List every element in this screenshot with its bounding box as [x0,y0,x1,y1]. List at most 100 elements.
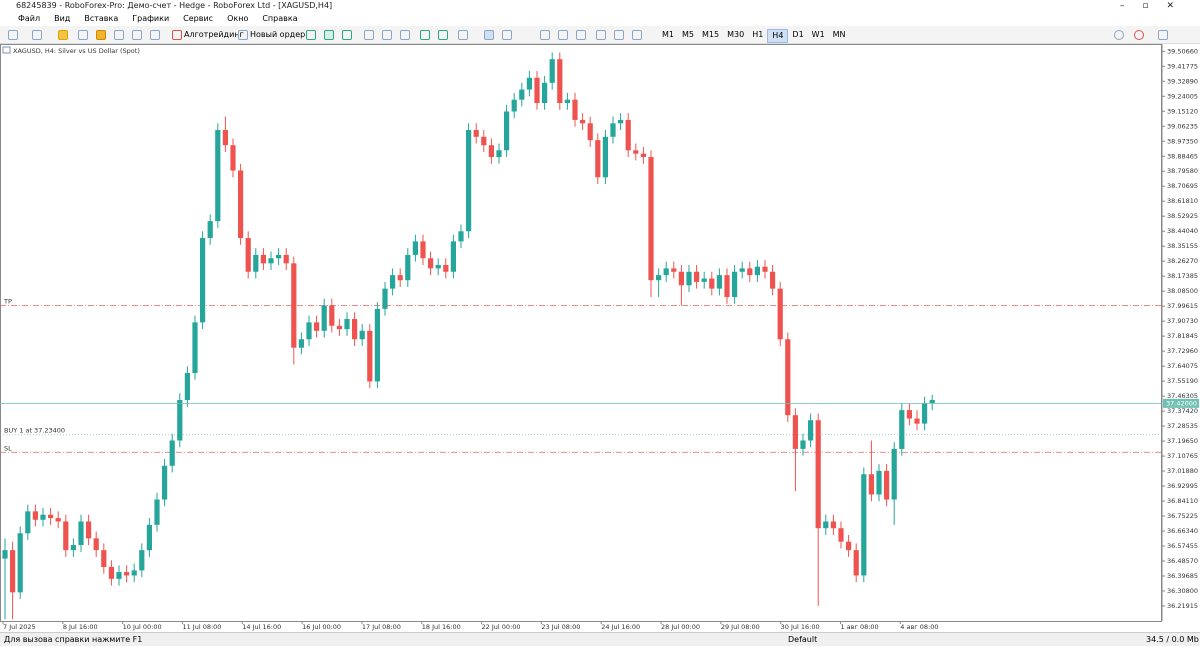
tool-icon[interactable] [558,30,568,40]
timeframe-button[interactable]: MN [832,30,846,39]
chart: XAGUSD, H4: Silver vs US Dollar (Spot) 3… [0,44,1199,631]
menu-item[interactable]: Вид [54,14,71,23]
candle-body [443,265,449,272]
tool-icon[interactable] [438,30,448,40]
tool-icon[interactable] [576,30,586,40]
candle-body [397,275,403,281]
tool-icon[interactable] [632,30,642,40]
tool-icon[interactable] [420,30,430,40]
menu-item[interactable]: Сервис [183,14,214,23]
candle-body [671,268,677,272]
x-tick-label: 7 Jul 2025 [3,623,36,631]
window-controls[interactable]: –▫✕ [1119,1,1192,11]
x-tick-label: 8 Jul 16:00 [63,623,98,631]
tool-icon[interactable] [596,30,606,40]
algo-icon[interactable] [172,30,182,40]
timeframe-button[interactable]: H1 [752,30,764,39]
tool-icon[interactable] [32,30,42,40]
tool-icon[interactable] [382,30,392,40]
algo-button[interactable]: Алготрейдинг [184,30,244,39]
candle-body [876,470,882,495]
search-icon[interactable] [1114,30,1124,40]
order-icon[interactable] [238,30,248,40]
tool-icon[interactable] [8,30,18,40]
candle-body [580,119,586,124]
tool-icon[interactable] [306,30,316,40]
candle-body [868,474,874,495]
tool-icon[interactable] [58,30,68,40]
candle-body [382,288,388,309]
candle-body [215,130,221,222]
notify-icon[interactable] [1134,30,1144,40]
candle-body [838,528,844,542]
candle-body [656,275,662,281]
tool-icon[interactable] [96,30,106,40]
candle-body [853,550,859,576]
timeframe-button[interactable]: M1 [662,30,674,39]
candle-body [2,550,8,559]
y-tick-label: 38.26270 [1167,257,1198,265]
timeframe-button[interactable]: M15 [702,30,720,39]
price-tag-label: 37.42000 [1166,399,1197,407]
candle-body [336,325,342,330]
tool-icon[interactable] [502,30,512,40]
tool-icon[interactable] [324,30,334,40]
candle-body [595,140,601,178]
candle-body [701,278,707,282]
y-tick-label: 36.66340 [1167,527,1198,535]
menu-item[interactable]: Файл [18,14,41,23]
candle-body [694,271,700,282]
x-tick-label: 11 Jul 08:00 [182,623,221,631]
y-tick-label: 37.37420 [1167,407,1198,415]
candle-body [618,119,624,124]
y-tick-label: 38.79580 [1167,167,1198,175]
x-tick-label: 22 Jul 00:00 [482,623,521,631]
candle-body [906,410,912,419]
tool-icon[interactable] [342,30,352,40]
tool-icon[interactable] [1158,30,1168,40]
toolbar: Алготрейдинг Новый ордер M1 M5 M15 M30 H1 H4 D… [0,26,1200,44]
timeframe-button[interactable]: M30 [727,30,745,39]
timeframe-button[interactable]: D1 [792,30,804,39]
candle-body [78,521,84,546]
candle-body [283,254,289,264]
candle-body [815,420,821,529]
menu-item[interactable]: Окно [227,14,249,23]
candle-body [587,123,593,141]
tool-icon[interactable] [364,30,374,40]
y-tick-label: 38.97350 [1167,137,1198,145]
candle-body [108,567,114,579]
tool-icon[interactable] [400,30,410,40]
candle-body [93,538,99,551]
new-order-button[interactable]: Новый ордер [250,30,306,39]
tool-icon[interactable] [78,30,88,40]
tool-icon[interactable] [150,30,160,40]
candle-body [504,111,510,151]
candle-body [800,440,806,449]
tool-icon[interactable] [114,30,124,40]
tool-icon[interactable] [614,30,624,40]
menu-item[interactable]: Вставка [84,14,119,23]
candle-body [101,550,107,568]
tool-icon[interactable] [132,30,142,40]
candle-body [298,339,304,348]
timeframe-button[interactable]: W1 [811,30,825,39]
timeframe-button[interactable]: H4 [767,29,789,43]
candle-body [777,288,783,340]
tool-icon[interactable] [458,30,468,40]
tool-icon[interactable] [484,30,494,40]
tool-icon[interactable] [540,30,550,40]
status-help: Для вызова справки нажмите F1 [4,635,143,644]
candle-body [253,254,259,272]
candle-body [435,265,441,269]
candle-body [268,258,274,264]
y-tick-label: 37.90730 [1167,317,1198,325]
candle-body [162,465,168,500]
candle-body [549,59,555,83]
menu-item[interactable]: Графики [132,14,170,23]
candle-body [450,241,456,272]
candle-body [785,339,791,416]
menu-item[interactable]: Справка [262,14,298,23]
candle-body [25,511,31,534]
timeframe-button[interactable]: M5 [682,30,694,39]
